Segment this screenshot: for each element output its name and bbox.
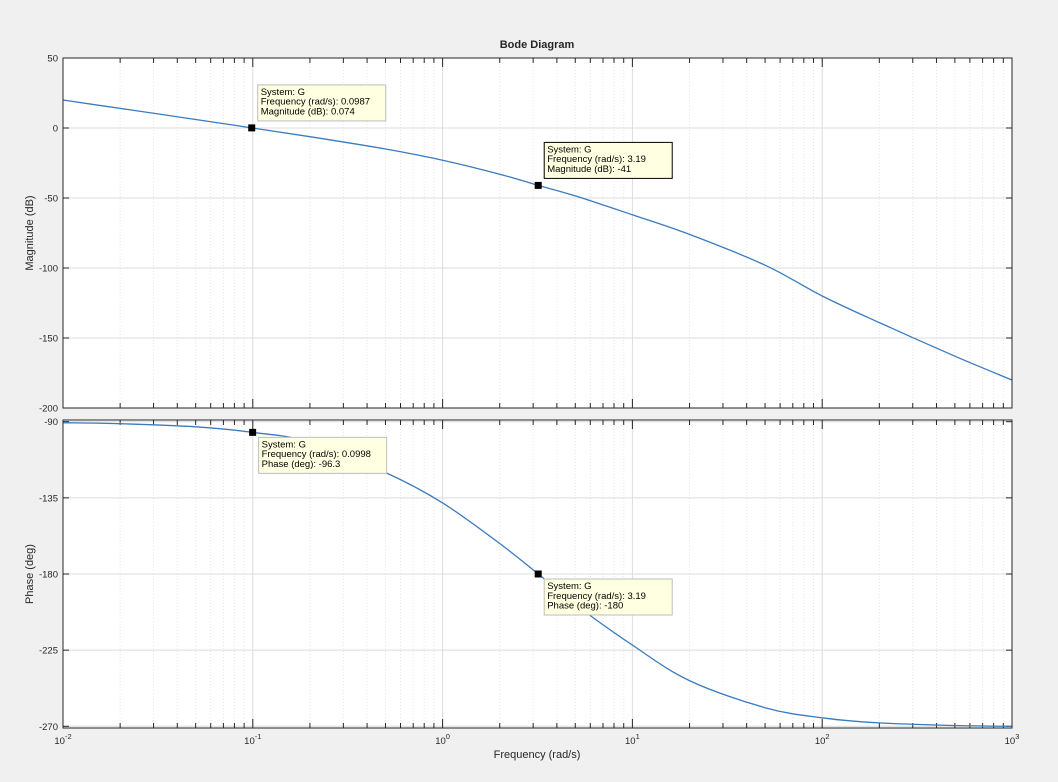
x-tick-label: 101 (625, 732, 640, 747)
magnitude-plot-area (63, 58, 1012, 408)
phase-y-tick-label: -180 (39, 570, 58, 581)
phase-datatip-line: Frequency (rad/s): 3.19 (547, 591, 646, 602)
magnitude-y-tick-label: -200 (39, 404, 58, 415)
magnitude-datatip-line: Frequency (rad/s): 0.0987 (261, 97, 370, 108)
magnitude-y-tick-labels: 50 0 -50 -100 -150 -200 (39, 54, 58, 415)
x-tick-label: 102 (815, 732, 830, 747)
phase-datatip-marker[interactable] (249, 428, 257, 436)
phase-datatip-line: System: G (547, 581, 591, 592)
phase-y-tick-label: -135 (39, 493, 58, 504)
magnitude-datatip-box (257, 84, 387, 122)
phase-datatip-marker[interactable] (534, 570, 542, 578)
magnitude-datatip-line: Magnitude (dB): 0.074 (261, 106, 355, 117)
x-tick-label: 100 (435, 732, 450, 747)
phase-y-tick-labels: -90 -135 -180 -225 -270 (39, 417, 58, 733)
phase-datatip-box (543, 578, 673, 616)
magnitude-datatip-line: Frequency (rad/s): 3.19 (547, 154, 646, 165)
chart-title: Bode Diagram (500, 39, 575, 51)
phase-ticks (62, 420, 1012, 728)
magnitude-y-tick-label: 50 (47, 54, 58, 65)
x-axis-label: Frequency (rad/s) (494, 749, 581, 761)
y-axis-label-phase: Phase (deg) (24, 544, 36, 604)
magnitude-datatip-line: System: G (261, 87, 305, 98)
magnitude-datatip-marker[interactable] (534, 181, 542, 189)
magnitude-y-tick-label: -50 (44, 194, 58, 205)
magnitude-datatip-line: Magnitude (dB): -41 (547, 164, 631, 175)
magnitude-y-tick-label: 0 (53, 124, 58, 135)
magnitude-axes-box (62, 57, 1013, 409)
phase-y-tick-label: -90 (44, 417, 58, 428)
magnitude-datatip-marker[interactable] (248, 124, 256, 132)
phase-datatip-line: System: G (262, 439, 306, 450)
phase-datatip-box (258, 436, 388, 474)
magnitude-grid (63, 57, 1012, 409)
x-tick-labels: 10-2 10-1 100 101 102 103 (54, 732, 1019, 747)
phase-y-tick-label: -225 (39, 646, 58, 657)
magnitude-datatip-line: System: G (547, 144, 591, 155)
phase-axes-box (62, 419, 1013, 729)
x-tick-label: 103 (1005, 732, 1020, 747)
y-axis-label-magnitude: Magnitude (dB) (24, 195, 36, 270)
x-tick-label: 10-1 (244, 732, 261, 747)
phase-y-tick-label: -270 (39, 722, 58, 733)
phase-datatip-line: Phase (deg): -180 (547, 601, 623, 612)
phase-datatip-line: Frequency (rad/s): 0.0998 (262, 449, 371, 460)
x-tick-label: 10-2 (54, 732, 71, 747)
magnitude-y-tick-label: -100 (39, 264, 58, 275)
phase-datatip-line: Phase (deg): -96.3 (262, 459, 341, 470)
magnitude-datatip-box (543, 141, 673, 179)
magnitude-y-tick-label: -150 (39, 334, 58, 345)
